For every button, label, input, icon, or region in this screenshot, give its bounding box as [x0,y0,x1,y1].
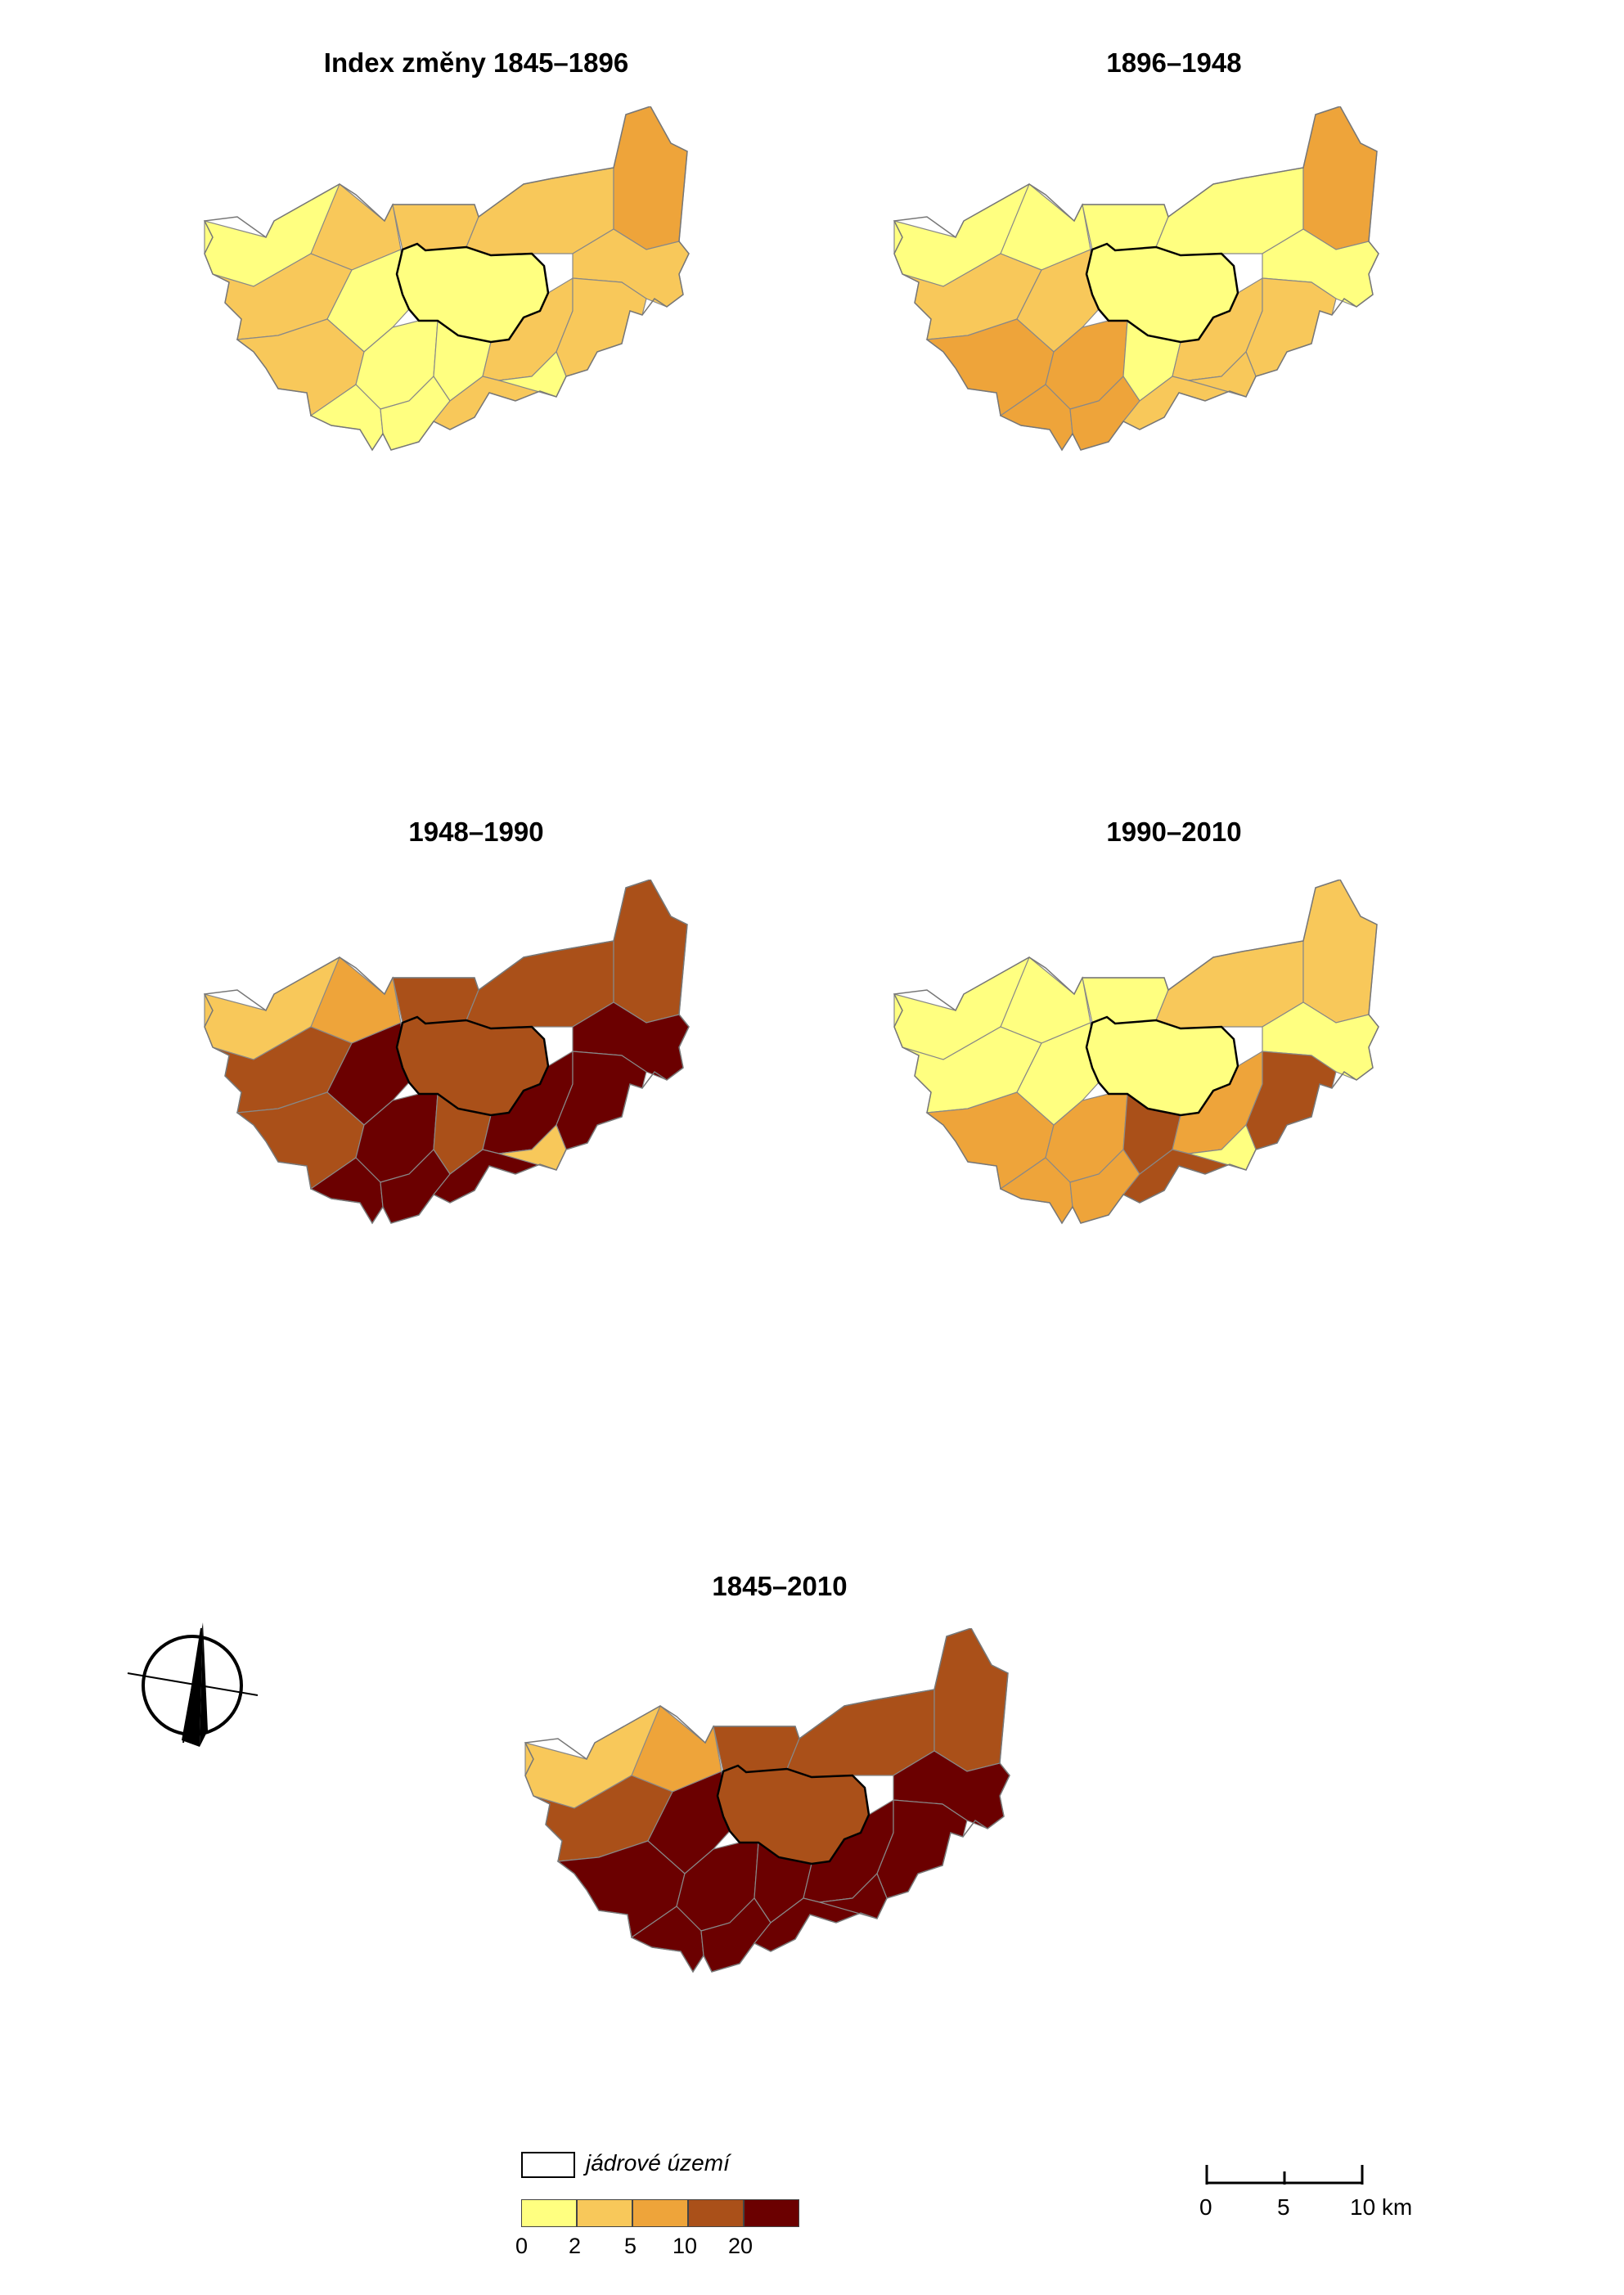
legend-swatch-1 [577,2199,632,2227]
core-area-legend-swatch [521,2152,575,2178]
legend-swatch-0 [521,2199,577,2227]
core-area-outline [1085,242,1239,344]
core-area-outline [716,1764,870,1865]
map-title-1845-1896: Index změny 1845–1896 [323,47,629,78]
municipality-cell [613,106,688,250]
region-outline [524,1628,1010,1973]
region-outline [203,106,690,452]
region-outline [893,880,1379,1225]
legend-swatch-2 [632,2199,688,2227]
municipality-cells [893,106,1379,452]
municipality-cell [1082,977,1169,1024]
legend-tick-0: 0 [515,2234,529,2258]
municipality-cell [613,880,688,1024]
scale-label-10km: 10 km [1350,2194,1413,2220]
legend-tick-2: 2 [569,2234,582,2258]
core-area-outline [1085,1015,1239,1117]
choropleth-map-1990-2010 [893,880,1379,1225]
municipality-cells [893,880,1379,1225]
scale-label-0: 0 [1199,2194,1212,2220]
municipality-cell [392,977,479,1024]
municipality-cells [204,106,690,452]
municipality-cell [713,1726,800,1773]
map-title-1845-2010: 1845–2010 [712,1571,848,1601]
choropleth-map-1845-1896 [203,106,690,452]
legend-swatch-4 [744,2199,799,2227]
region-outline [203,880,690,1225]
core-area-outline [395,242,550,344]
scale-bar [1205,2165,1364,2185]
legend-tick-5: 5 [624,2234,637,2258]
municipality-cell [392,204,479,251]
scale-label-5: 5 [1277,2194,1290,2220]
legend-tick-10: 10 [673,2234,698,2258]
map-title-1990-2010: 1990–2010 [1106,817,1242,847]
core-area-outline [395,1015,550,1117]
legend-swatch-3 [688,2199,744,2227]
map-title-1948-1990: 1948–1990 [408,817,544,847]
municipality-cell [1302,880,1378,1024]
municipality-cell [933,1628,1009,1772]
municipality-cell [1082,204,1169,251]
choropleth-map-1948-1990 [203,880,690,1225]
core-area-legend-label: jádrové území [586,2150,730,2176]
legend-tick-20: 20 [728,2234,754,2258]
region-outline [893,106,1379,452]
choropleth-map-1896-1948 [893,106,1379,452]
municipality-cell [1302,106,1378,250]
map-title-1896-1948: 1896–1948 [1106,47,1242,78]
north-arrow-icon [127,1622,259,1747]
choropleth-map-1845-2010 [524,1628,1010,1973]
